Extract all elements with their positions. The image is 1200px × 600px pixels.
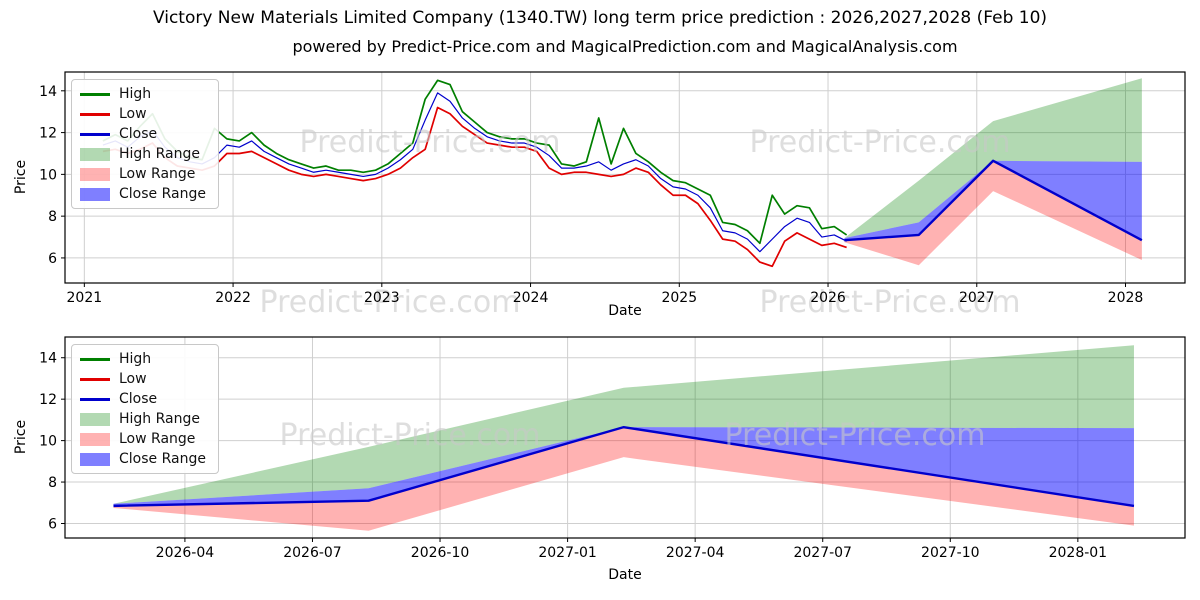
legend-label: Low <box>119 371 147 387</box>
legend-label: Low <box>119 106 147 122</box>
figure-subtitle: powered by Predict-Price.com and Magical… <box>292 37 958 56</box>
x-tick-label: 2021 <box>67 290 103 306</box>
legend-line-swatch <box>80 92 110 96</box>
legend-patch-swatch <box>80 412 110 426</box>
high-range-area <box>844 78 1142 239</box>
y-tick-label: 8 <box>48 209 57 225</box>
top-chart-legend: High Low Close High Range Low Range Close Ran… <box>71 79 219 209</box>
x-tick-label: 2025 <box>661 290 697 306</box>
y-tick-label: 6 <box>48 516 57 532</box>
high-range-area <box>113 345 1134 504</box>
top-chart: Predict-Price.com Predict-Price.com Predic… <box>39 71 1186 320</box>
legend-item-high: High <box>80 86 206 102</box>
legend-label: Low Range <box>119 166 196 182</box>
legend-item-high: High <box>80 351 206 367</box>
legend-item-close: Close <box>80 391 206 407</box>
x-tick-label: 2027-10 <box>921 545 980 561</box>
y-tick-label: 10 <box>39 434 57 450</box>
bottom-chart-xlabel: Date <box>608 567 642 583</box>
y-tick-label: 12 <box>39 126 57 142</box>
legend-label: Close Range <box>119 451 206 467</box>
legend-item-low: Low <box>80 371 206 387</box>
low-range-area <box>844 160 1142 266</box>
legend-patch-swatch <box>80 187 110 201</box>
legend-item-close: Close <box>80 126 206 142</box>
legend-label: Close <box>119 126 158 142</box>
x-tick-label: 2028-01 <box>1049 545 1108 561</box>
legend-label: High Range <box>119 411 200 427</box>
watermark-text: Predict-Price.com <box>760 285 1021 320</box>
history-high-line <box>102 79 848 245</box>
x-tick-label: 2027 <box>959 290 995 306</box>
watermark-text: Predict-Price.com <box>280 418 541 453</box>
y-tick-label: 10 <box>39 167 57 183</box>
bottom-chart: Predict-Price.com Predict-Price.com 2026-0… <box>39 336 1186 561</box>
x-tick-label: 2024 <box>513 290 549 306</box>
y-tick-label: 14 <box>39 84 57 100</box>
legend-item-low-range: Low Range <box>80 431 206 447</box>
legend-patch-swatch <box>80 147 110 161</box>
legend-label: High <box>119 86 152 102</box>
watermark-text: Predict-Price.com <box>725 418 986 453</box>
top-chart-xlabel: Date <box>608 303 642 319</box>
legend-line-swatch <box>80 357 110 361</box>
x-tick-label: 2028 <box>1108 290 1144 306</box>
legend-line-swatch <box>80 132 110 136</box>
legend-patch-swatch <box>80 452 110 466</box>
history-low-line <box>102 106 847 268</box>
plot-border <box>64 71 1186 284</box>
legend-label: High <box>119 351 152 367</box>
x-tick-label: 2027-04 <box>666 545 725 561</box>
bottom-chart-ylabel: Price <box>13 419 29 455</box>
x-tick-label: 2027-07 <box>793 545 852 561</box>
prediction-close-line <box>844 159 1143 242</box>
x-tick-label: 2026-04 <box>156 545 215 561</box>
watermark-text: Predict-Price.com <box>750 125 1011 160</box>
y-tick-label: 14 <box>39 351 57 367</box>
legend-item-close-range: Close Range <box>80 186 206 202</box>
x-tick-label: 2026-10 <box>411 545 470 561</box>
bottom-chart-legend: High Low Close High Range Low Range Close Ran… <box>71 344 219 474</box>
legend-label: Close Range <box>119 186 206 202</box>
figure-title: Victory New Materials Limited Company (1… <box>152 8 1048 28</box>
top-chart-ylabel: Price <box>13 159 29 195</box>
x-tick-label: 2026 <box>810 290 846 306</box>
y-tick-label: 8 <box>48 475 57 491</box>
watermark-text: Predict-Price.com <box>260 285 521 320</box>
watermark-text: Predict-Price.com <box>300 125 561 160</box>
x-tick-label: 2026-07 <box>283 545 342 561</box>
plot-border <box>64 336 1186 539</box>
legend-item-low-range: Low Range <box>80 166 206 182</box>
legend-label: High Range <box>119 146 200 162</box>
x-tick-label: 2023 <box>364 290 400 306</box>
legend-patch-swatch <box>80 167 110 181</box>
legend-label: Close <box>119 391 158 407</box>
x-tick-label: 2027-01 <box>538 545 597 561</box>
history-close-line <box>102 92 847 253</box>
legend-patch-swatch <box>80 432 110 446</box>
prediction-close-line <box>113 425 1135 508</box>
legend-item-close-range: Close Range <box>80 451 206 467</box>
legend-line-swatch <box>80 377 110 381</box>
close-range-area <box>844 160 1142 241</box>
legend-item-low: Low <box>80 106 206 122</box>
legend-item-high-range: High Range <box>80 146 206 162</box>
legend-line-swatch <box>80 397 110 401</box>
x-tick-label: 2022 <box>215 290 251 306</box>
low-range-area <box>113 427 1134 531</box>
legend-item-high-range: High Range <box>80 411 206 427</box>
legend-line-swatch <box>80 112 110 116</box>
y-tick-label: 6 <box>48 251 57 267</box>
legend-label: Low Range <box>119 431 196 447</box>
close-range-area <box>113 427 1134 506</box>
y-tick-label: 12 <box>39 392 57 408</box>
